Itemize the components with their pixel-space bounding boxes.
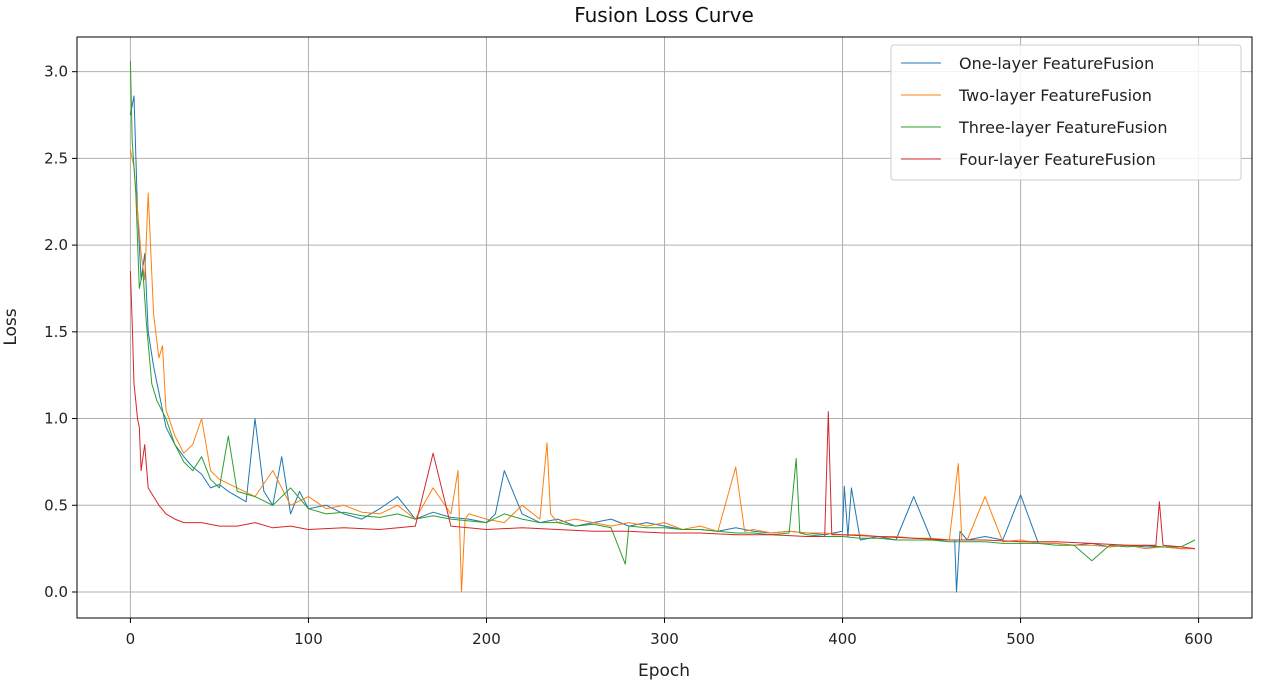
series-line-3 bbox=[129, 61, 1196, 565]
x-tick-label: 100 bbox=[294, 630, 323, 648]
series-line-4 bbox=[129, 271, 1196, 550]
chart-title: Fusion Loss Curve bbox=[574, 3, 754, 27]
x-tick-label: 500 bbox=[1006, 630, 1035, 648]
series-line-1 bbox=[129, 95, 1195, 593]
y-tick-label: 1.5 bbox=[44, 323, 68, 341]
x-axis-ticks: 0 100 200 300 400 500 600 bbox=[126, 618, 1213, 648]
x-axis-label: Epoch bbox=[638, 661, 690, 681]
y-tick-label: 0.0 bbox=[44, 583, 68, 601]
x-tick-label: 200 bbox=[472, 630, 501, 648]
x-tick-label: 0 bbox=[126, 630, 136, 648]
legend-label: Three-layer FeatureFusion bbox=[958, 118, 1167, 137]
y-tick-label: 2.5 bbox=[44, 149, 68, 167]
x-tick-label: 600 bbox=[1184, 630, 1213, 648]
y-axis-label: Loss bbox=[1, 308, 21, 345]
x-tick-label: 300 bbox=[650, 630, 679, 648]
legend-label: Two-layer FeatureFusion bbox=[958, 86, 1152, 105]
legend-label: One-layer FeatureFusion bbox=[959, 54, 1154, 73]
legend-box bbox=[890, 44, 1242, 181]
plot-area bbox=[129, 61, 1196, 593]
y-tick-label: 0.5 bbox=[44, 496, 68, 514]
x-tick-label: 400 bbox=[828, 630, 857, 648]
y-tick-label: 1.0 bbox=[44, 410, 68, 428]
y-tick-label: 2.0 bbox=[44, 236, 68, 254]
y-axis-ticks: 0.0 0.5 1.0 1.5 2.0 2.5 3.0 bbox=[44, 63, 77, 601]
y-tick-label: 3.0 bbox=[44, 63, 68, 81]
legend: One-layer FeatureFusion Two-layer Feature… bbox=[890, 44, 1242, 181]
legend-label: Four-layer FeatureFusion bbox=[959, 150, 1156, 169]
